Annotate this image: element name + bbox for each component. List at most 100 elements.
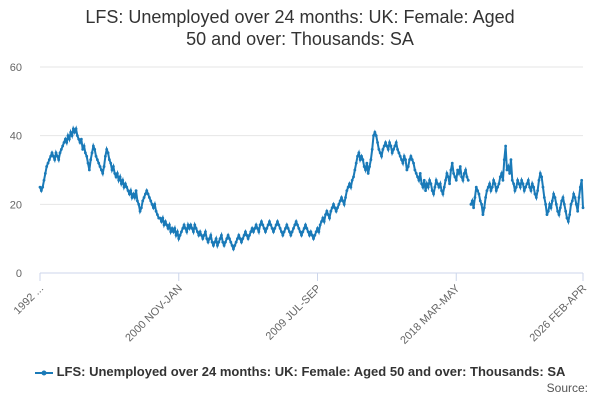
data-point bbox=[119, 182, 123, 186]
data-point bbox=[418, 172, 422, 175]
data-point bbox=[466, 178, 470, 182]
data-point bbox=[198, 230, 202, 234]
data-point bbox=[405, 168, 409, 172]
data-point bbox=[276, 220, 279, 223]
data-point bbox=[408, 158, 411, 162]
data-point bbox=[106, 151, 110, 155]
data-point bbox=[442, 185, 446, 189]
data-point bbox=[294, 220, 298, 223]
data-point bbox=[440, 189, 443, 193]
data-point bbox=[549, 206, 553, 210]
data-point bbox=[284, 226, 287, 230]
data-point bbox=[63, 137, 67, 141]
data-point bbox=[249, 230, 253, 234]
data-point bbox=[107, 158, 111, 162]
data-point bbox=[354, 161, 358, 165]
data-point bbox=[441, 192, 445, 196]
data-point bbox=[308, 233, 311, 237]
data-point bbox=[57, 158, 61, 162]
data-point bbox=[546, 209, 550, 213]
data-point bbox=[86, 161, 90, 165]
data-point bbox=[561, 196, 565, 199]
data-point bbox=[49, 154, 53, 158]
data-point bbox=[229, 240, 233, 244]
data-point bbox=[318, 223, 322, 227]
data-point bbox=[298, 230, 302, 234]
data-point bbox=[376, 141, 379, 144]
data-point bbox=[139, 206, 143, 210]
data-point bbox=[53, 158, 57, 162]
data-point bbox=[165, 223, 169, 227]
data-point bbox=[102, 165, 106, 168]
data-point bbox=[528, 185, 532, 189]
data-point bbox=[445, 172, 449, 175]
data-point bbox=[222, 244, 226, 247]
y-tick-label: 40 bbox=[10, 131, 22, 143]
data-point bbox=[288, 230, 291, 234]
data-point bbox=[382, 144, 386, 148]
data-point bbox=[213, 240, 217, 244]
data-point bbox=[444, 178, 447, 182]
data-point bbox=[532, 185, 536, 189]
data-point bbox=[58, 151, 62, 155]
data-point bbox=[118, 175, 122, 179]
data-point bbox=[45, 165, 49, 168]
data-point bbox=[357, 151, 361, 155]
data-point bbox=[492, 178, 496, 182]
data-point bbox=[388, 141, 391, 144]
data-point bbox=[488, 182, 492, 186]
data-point bbox=[206, 240, 210, 244]
data-point bbox=[358, 158, 362, 162]
data-point bbox=[456, 168, 459, 172]
data-point bbox=[489, 189, 493, 193]
data-point bbox=[61, 144, 65, 148]
x-tick-label: 1992 ... bbox=[12, 283, 46, 317]
data-point bbox=[544, 202, 548, 206]
x-tick-label: 2026 FEB-APR bbox=[527, 283, 589, 345]
data-point bbox=[204, 230, 207, 234]
data-point bbox=[521, 182, 525, 186]
data-point bbox=[138, 209, 142, 213]
data-point bbox=[312, 237, 315, 241]
data-point bbox=[473, 196, 477, 199]
data-point bbox=[348, 182, 351, 186]
data-point bbox=[79, 137, 83, 141]
data-point bbox=[469, 202, 473, 206]
data-point bbox=[406, 165, 410, 168]
data-point bbox=[230, 244, 234, 247]
x-tick-label: 2018 MAR-MAY bbox=[398, 282, 463, 347]
data-point bbox=[208, 237, 211, 241]
chart-title: LFS: Unemployed over 24 months: UK: Fema… bbox=[85, 7, 515, 49]
data-point bbox=[66, 134, 70, 138]
data-point bbox=[156, 213, 159, 217]
data-point bbox=[564, 209, 568, 213]
data-point bbox=[460, 175, 463, 179]
data-point bbox=[518, 185, 522, 189]
data-point bbox=[448, 182, 451, 186]
data-point bbox=[436, 182, 439, 186]
data-point bbox=[545, 213, 549, 217]
data-point bbox=[252, 230, 255, 234]
data-point bbox=[273, 226, 277, 230]
data-point bbox=[85, 154, 89, 158]
data-point bbox=[314, 230, 318, 234]
data-point bbox=[290, 230, 294, 234]
data-point bbox=[224, 240, 227, 244]
data-point bbox=[446, 175, 450, 179]
data-point bbox=[289, 233, 293, 237]
data-point bbox=[200, 233, 203, 237]
data-point bbox=[322, 220, 326, 223]
data-point bbox=[505, 168, 509, 172]
data-point bbox=[256, 226, 259, 230]
data-point bbox=[236, 237, 239, 241]
data-point bbox=[556, 209, 560, 213]
data-point bbox=[172, 230, 175, 234]
data-point bbox=[552, 192, 556, 196]
data-point bbox=[457, 172, 461, 175]
data-point bbox=[333, 206, 337, 210]
data-point bbox=[409, 154, 413, 158]
data-point bbox=[550, 199, 554, 203]
data-point bbox=[253, 226, 257, 230]
data-point bbox=[317, 230, 321, 234]
